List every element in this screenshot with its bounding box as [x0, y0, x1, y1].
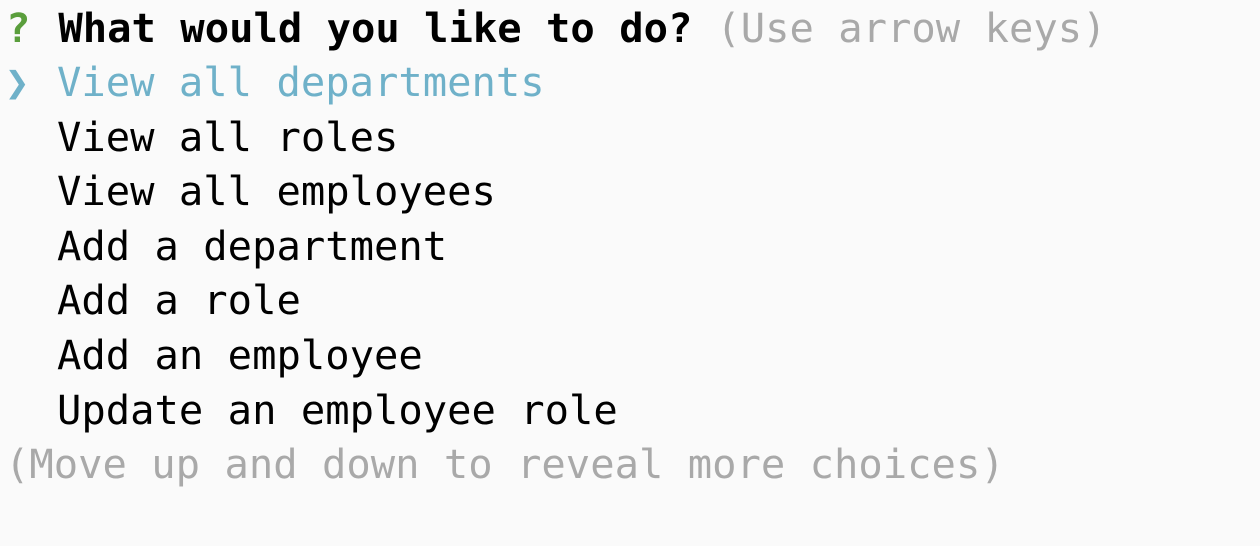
choice-label: View all departments — [57, 58, 545, 106]
choice-update-an-employee-role[interactable]: Update an employee role — [57, 383, 618, 437]
choice-add-a-department[interactable]: Add a department — [57, 219, 447, 273]
choice-label: Add a role — [57, 276, 301, 324]
choice-add-a-role[interactable]: Add a role — [57, 273, 301, 327]
prompt-hint: (Use arrow keys) — [716, 4, 1107, 52]
footer-hint: (Move up and down to reveal more choices… — [5, 440, 1005, 488]
choice-label: View all employees — [57, 167, 496, 215]
pointer-icon: ❯ — [5, 58, 30, 106]
choice-label: Add a department — [57, 222, 448, 270]
choice-label: Add an employee — [57, 331, 423, 379]
choice-label: View all roles — [57, 113, 399, 161]
choice-view-all-roles[interactable]: View all roles — [57, 110, 398, 164]
prompt-line: ? What would you like to do? (Use arrow ke… — [6, 1, 1107, 55]
choice-add-an-employee[interactable]: Add an employee — [57, 328, 423, 382]
choice-label: Update an employee role — [57, 386, 618, 434]
question-mark-icon: ? — [6, 4, 31, 52]
choice-view-all-departments[interactable]: ❯ View all departments — [5, 55, 545, 109]
choice-view-all-employees[interactable]: View all employees — [57, 164, 496, 218]
prompt-question: What would you like to do? — [58, 4, 693, 52]
